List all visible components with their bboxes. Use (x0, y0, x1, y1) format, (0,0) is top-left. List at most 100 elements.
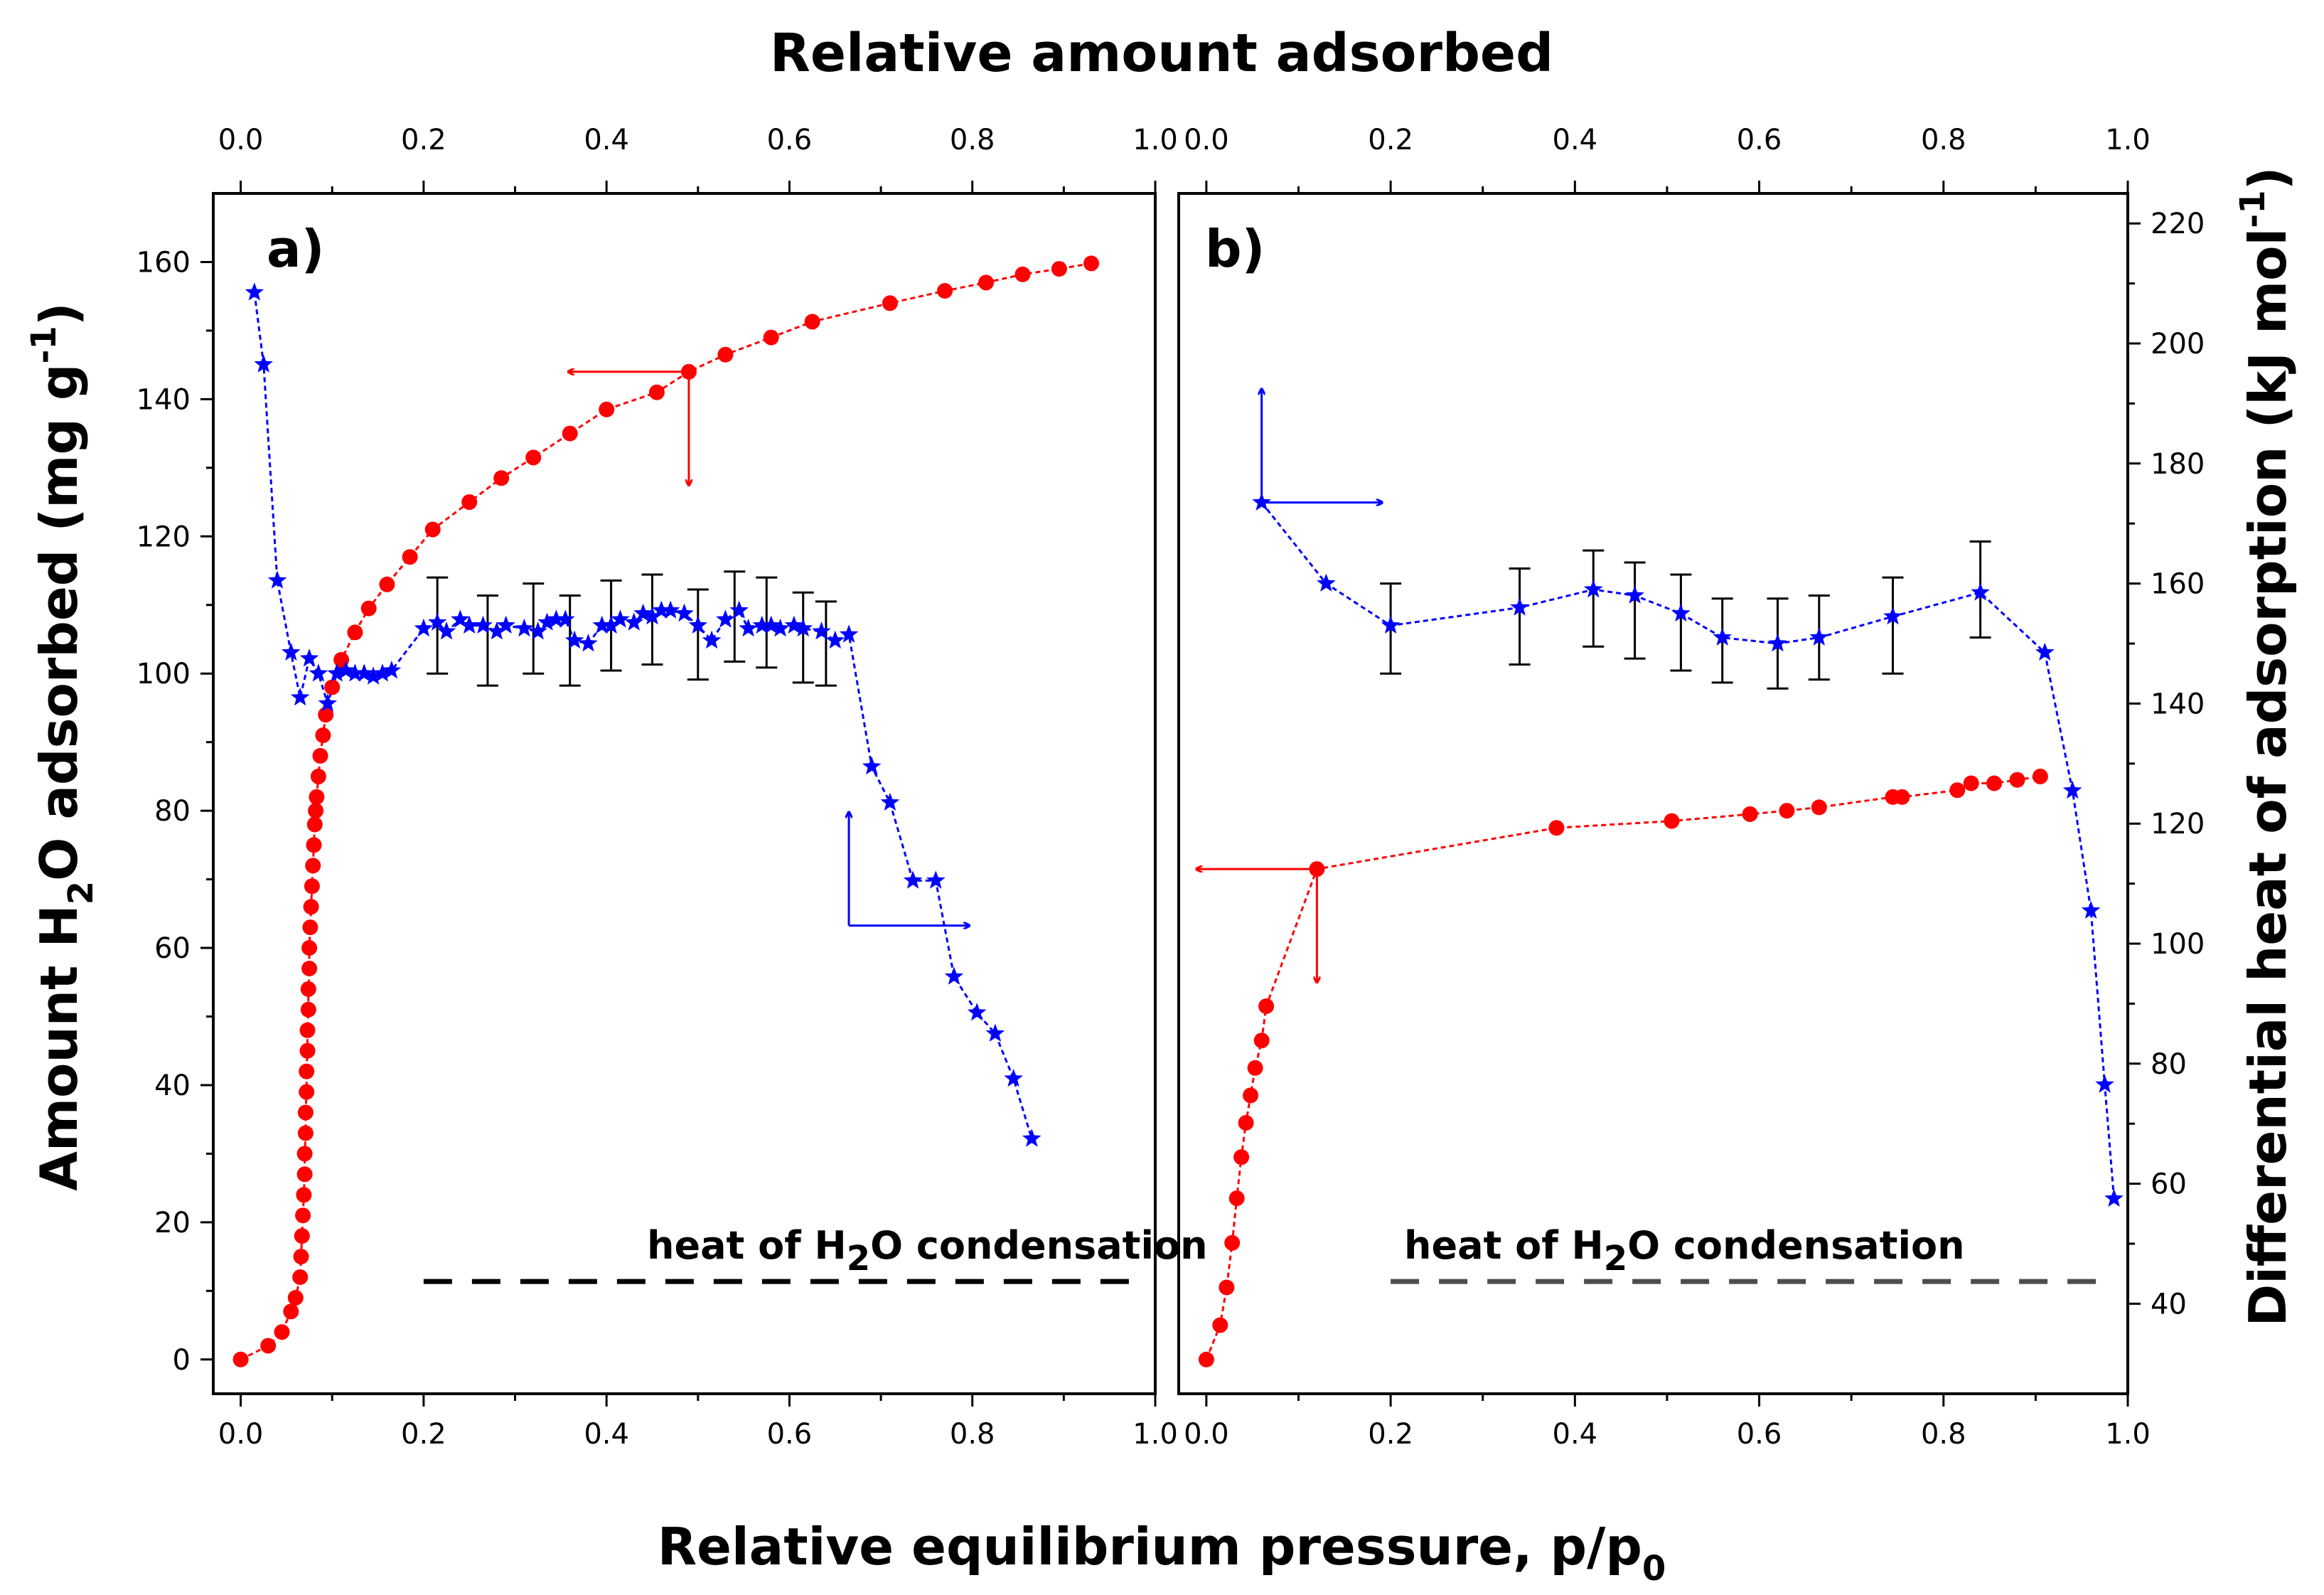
heat-point (839, 624, 859, 643)
amount-point (1228, 1190, 1245, 1207)
amount-point (1548, 820, 1565, 836)
heat-point (903, 870, 923, 889)
heat-point (812, 622, 831, 640)
x-tick-label: 0.8 (950, 1418, 995, 1451)
amount-point (315, 727, 331, 743)
y-left-tick-label: 0 (173, 1344, 191, 1377)
heat-point (944, 966, 964, 985)
amount-point (804, 314, 820, 330)
amount-point (306, 816, 323, 833)
heat-point (528, 622, 547, 640)
heat-point (254, 354, 274, 373)
top-tick-label: 0.6 (767, 124, 813, 156)
amount-point (318, 707, 334, 723)
heat-point (537, 612, 557, 631)
y-right-tick-label: 160 (2151, 568, 2205, 601)
amount-point (301, 940, 318, 956)
amount-point (232, 1351, 249, 1367)
heat-point (373, 663, 392, 682)
amount-point (379, 576, 395, 592)
heat-point (862, 757, 882, 775)
amount-point (525, 449, 542, 466)
heat-point (245, 282, 264, 301)
heat-point (336, 661, 355, 679)
error-bar (815, 600, 837, 687)
heat-point (1809, 627, 1829, 646)
heat-point (660, 600, 680, 619)
series-line-heat (253, 292, 1033, 1139)
error-bar (1624, 561, 1646, 660)
amount-point (1219, 1279, 1235, 1296)
amount-point (301, 961, 318, 976)
heat-point (643, 607, 662, 625)
heat-point (1971, 582, 1990, 601)
top-tick-label: 0.0 (1184, 124, 1229, 156)
amount-point (296, 1187, 312, 1203)
amount-point (562, 425, 578, 442)
heat-point (1022, 1129, 1041, 1147)
x-tick-label: 0.4 (584, 1418, 629, 1451)
heat-point (459, 615, 479, 634)
heat-point (451, 609, 470, 628)
y-right-tick-label: 220 (2151, 208, 2205, 240)
amount-point (1243, 1087, 1259, 1104)
heat-point (309, 663, 328, 682)
top-tick-label: 0.8 (1921, 124, 1966, 156)
amount-point (978, 274, 994, 291)
series-line-amount (240, 262, 1092, 1361)
amount-point (1986, 775, 2003, 791)
heat-point (318, 693, 338, 712)
y-right-axis-title: Differential heat of adsorption (kJ mol-… (2233, 166, 2298, 1326)
amount-point (297, 1125, 314, 1141)
top-tick-label: 0.2 (401, 124, 446, 156)
amount-point (304, 878, 320, 895)
heat-point (675, 603, 694, 622)
amount-point (1212, 1317, 1228, 1333)
amount-point (1963, 775, 1979, 791)
error-bar (476, 594, 498, 687)
amount-point (283, 1303, 299, 1320)
heat-point (1381, 615, 1401, 634)
heat-point (414, 618, 434, 637)
amount-point (402, 549, 418, 565)
amount-point (1894, 789, 1910, 805)
amount-point (296, 1166, 313, 1183)
amount-point (1014, 266, 1031, 282)
amount-point (1949, 782, 1966, 799)
amount-point (360, 600, 377, 617)
y-left-tick-label: 80 (154, 795, 191, 828)
error-bar (1583, 549, 1605, 648)
amount-point (308, 803, 324, 819)
heat-point (354, 663, 374, 682)
x-tick-label: 0.8 (1921, 1418, 1966, 1451)
heat-point (825, 630, 845, 649)
x-tick-label: 0.6 (1737, 1418, 1782, 1451)
amount-point (1238, 1115, 1254, 1131)
amount-point (648, 384, 665, 400)
y-right-tick-label: 40 (2151, 1288, 2187, 1321)
amount-point (299, 1063, 315, 1079)
heat-point (564, 630, 584, 649)
y-right-tick-label: 60 (2151, 1168, 2187, 1201)
heat-point (437, 622, 456, 640)
y-left-tick-label: 20 (154, 1207, 191, 1239)
x-tick-label: 0.2 (1368, 1418, 1413, 1451)
amount-point (882, 295, 898, 311)
error-bar (1882, 576, 1904, 675)
y-right-tick-label: 200 (2151, 328, 2205, 361)
heat-point (601, 615, 621, 634)
top-tick-label: 0.2 (1368, 124, 1413, 156)
amount-axis-arrow (1196, 869, 1317, 983)
amount-point (295, 1207, 311, 1224)
heat-point (1671, 603, 1691, 622)
amount-point (299, 1022, 316, 1038)
heat-point (761, 615, 781, 634)
y-right-tick-label: 180 (2151, 448, 2205, 481)
heat-point (515, 618, 534, 637)
heat-point (547, 609, 566, 628)
heat-point (1625, 585, 1644, 604)
amount-point (461, 494, 478, 511)
heat-point (327, 663, 346, 682)
y-right-tick-label: 120 (2151, 808, 2205, 841)
y-left-tick-label: 100 (136, 658, 191, 690)
